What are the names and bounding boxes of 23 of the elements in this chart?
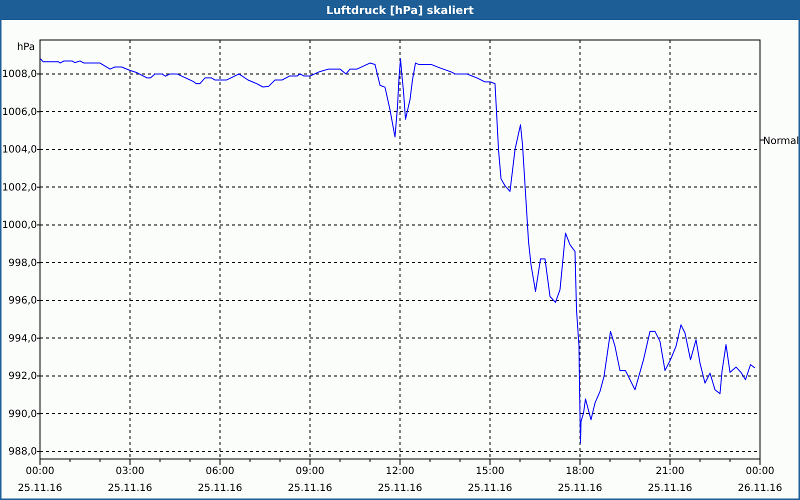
y-tick-label: 1008,0 (2, 69, 37, 80)
x-tick-label: 00:00 26.11.16 (738, 466, 782, 494)
y-tick-label: 990,0 (8, 408, 37, 420)
y-tick-label: 996,0 (8, 296, 37, 307)
y-tick-label: 1000,0 (2, 220, 37, 232)
x-tick-label: 21:00 25.11.16 (648, 466, 692, 494)
x-tick-label: 06:00 25.11.16 (198, 466, 242, 494)
x-tick-label: 15:00 25.11.16 (468, 466, 512, 494)
ref-line-label: Normal (763, 136, 800, 148)
y-tick-label: 998,0 (8, 258, 37, 269)
y-tick-label: 1002,0 (2, 182, 37, 194)
chart-title: Luftdruck [hPa] skaliert (326, 4, 474, 17)
y-tick-label: 1004,0 (2, 144, 37, 156)
x-tick-label: 09:00 25.11.16 (288, 466, 332, 494)
x-tick-label: 12:00 25.11.16 (378, 466, 422, 494)
y-tick-label: 1006,0 (2, 106, 37, 118)
y-tick-label: 992,0 (8, 371, 37, 382)
x-tick-label: 00:00 25.11.16 (18, 466, 62, 494)
y-axis-title: hPa (16, 42, 35, 53)
x-tick-label: 03:00 25.11.16 (108, 466, 152, 494)
y-tick-label: 994,0 (8, 333, 37, 344)
x-tick-label: 18:00 25.11.16 (558, 466, 602, 494)
y-tick-label: 988,0 (8, 446, 37, 458)
